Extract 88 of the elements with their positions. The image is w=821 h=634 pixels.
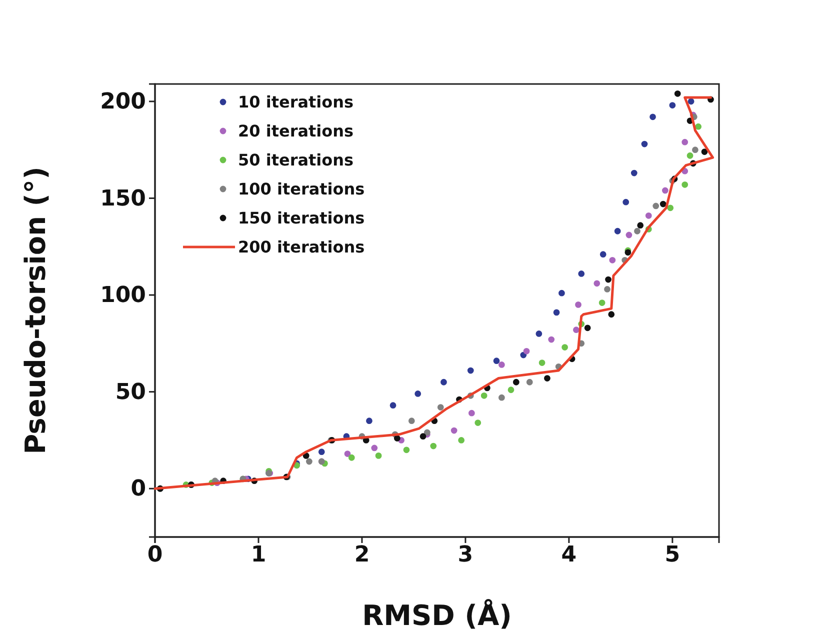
point <box>318 448 325 456</box>
point <box>662 187 668 194</box>
y-tick-label: 50 <box>115 380 146 405</box>
legend-label: 200 iterations <box>238 238 365 257</box>
point <box>493 358 500 364</box>
point <box>645 212 652 219</box>
point <box>695 123 702 130</box>
point <box>692 146 698 154</box>
point <box>366 418 372 424</box>
point <box>306 458 312 465</box>
point <box>622 198 630 206</box>
point <box>701 148 708 155</box>
point <box>538 360 546 366</box>
point <box>630 170 638 176</box>
point <box>584 324 591 332</box>
x-tick-label: 5 <box>664 542 680 568</box>
legend-label: 20 iterations <box>238 122 354 141</box>
point <box>637 222 644 229</box>
point <box>394 435 400 442</box>
point <box>669 102 676 108</box>
legend-label: 10 iterations <box>238 92 354 112</box>
point <box>390 402 396 409</box>
point <box>548 336 555 343</box>
x-tick-label: 2 <box>354 542 370 568</box>
point <box>344 450 351 457</box>
point <box>578 270 585 277</box>
point <box>600 251 606 258</box>
point <box>562 344 568 350</box>
point <box>420 433 426 440</box>
point <box>686 152 694 159</box>
x-axis-title: RMSD (Å) <box>362 599 512 632</box>
line-series <box>154 96 714 490</box>
legend-label: 50 iterations <box>238 150 354 170</box>
point <box>608 311 615 318</box>
y-tick-label: 100 <box>100 283 146 308</box>
point <box>371 444 378 452</box>
point <box>634 228 640 234</box>
x-tick-label: 0 <box>147 542 163 568</box>
point <box>440 378 447 386</box>
point <box>660 200 666 208</box>
point <box>609 256 616 264</box>
point <box>508 386 514 394</box>
point <box>544 375 550 382</box>
point <box>403 446 410 454</box>
point <box>652 202 660 210</box>
y-axis-title: Pseudo-torsion (°) <box>19 166 52 454</box>
point <box>650 114 656 120</box>
point <box>474 420 482 426</box>
point <box>536 330 542 337</box>
point <box>348 454 355 461</box>
y-tick-label: 200 <box>100 89 146 114</box>
point <box>437 404 444 410</box>
point <box>626 232 632 238</box>
point <box>450 427 458 434</box>
point <box>558 290 565 296</box>
point <box>498 394 505 401</box>
x-tick-label: 4 <box>561 542 577 568</box>
point <box>498 362 505 368</box>
point <box>468 410 475 416</box>
point <box>682 138 688 146</box>
x-tick-label: 1 <box>250 542 266 568</box>
point <box>523 348 530 354</box>
legend-label: 100 iterations <box>238 180 365 199</box>
point <box>414 390 422 397</box>
y-tick-label: 150 <box>100 186 146 212</box>
point <box>682 181 688 188</box>
point <box>526 378 533 386</box>
point <box>594 280 600 287</box>
point <box>430 442 437 450</box>
x-tick-label: 3 <box>458 542 474 568</box>
point <box>604 286 610 292</box>
point <box>641 140 648 148</box>
point <box>572 326 580 334</box>
point <box>553 309 560 316</box>
point <box>614 228 621 234</box>
point <box>512 378 520 386</box>
point <box>605 276 612 283</box>
point <box>467 367 474 374</box>
point <box>458 437 465 444</box>
y-tick-label: 0 <box>130 476 146 502</box>
legend-label: 150 iterations <box>238 208 365 228</box>
point <box>480 392 488 399</box>
point <box>375 452 382 459</box>
point <box>575 302 582 308</box>
point <box>598 300 606 306</box>
point <box>667 204 674 212</box>
point <box>674 90 681 97</box>
point <box>408 418 415 424</box>
